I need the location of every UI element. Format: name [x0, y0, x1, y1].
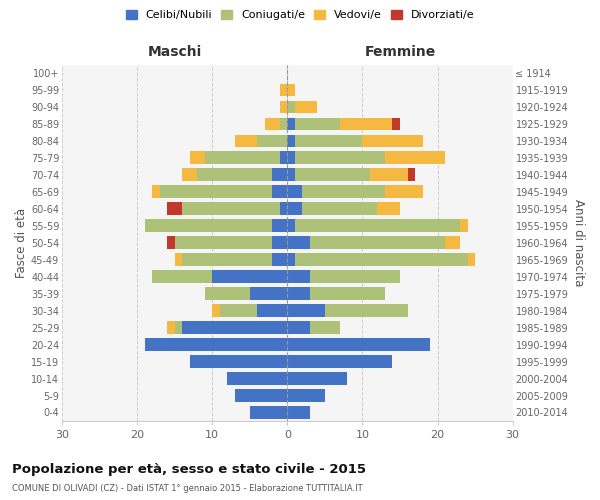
Bar [310, 270, 400, 283]
Bar [295, 118, 340, 130]
Bar [182, 321, 287, 334]
Bar [257, 304, 287, 317]
Bar [287, 355, 392, 368]
Bar [257, 134, 287, 147]
Bar [302, 202, 377, 215]
Text: Maschi: Maschi [148, 46, 202, 60]
Bar [370, 168, 407, 181]
Bar [152, 270, 212, 283]
Bar [212, 304, 220, 317]
Legend: Celibi/Nubili, Coniugati/e, Vedovi/e, Divorziati/e: Celibi/Nubili, Coniugati/e, Vedovi/e, Di… [121, 6, 479, 25]
Bar [227, 372, 287, 385]
Bar [295, 134, 362, 147]
Bar [167, 321, 175, 334]
Bar [265, 118, 280, 130]
Bar [287, 288, 310, 300]
Bar [220, 304, 257, 317]
Bar [287, 152, 295, 164]
Bar [310, 321, 340, 334]
Bar [385, 152, 445, 164]
Bar [287, 304, 325, 317]
Bar [280, 84, 287, 96]
Bar [205, 152, 280, 164]
Bar [197, 168, 272, 181]
Bar [250, 288, 287, 300]
Bar [287, 338, 430, 351]
Bar [287, 202, 302, 215]
Bar [287, 372, 347, 385]
Bar [310, 288, 385, 300]
Bar [280, 202, 287, 215]
Bar [182, 254, 272, 266]
Y-axis label: Fasce di età: Fasce di età [15, 208, 28, 278]
Bar [167, 236, 175, 249]
Bar [362, 134, 422, 147]
Bar [467, 254, 475, 266]
Text: Femmine: Femmine [364, 46, 436, 60]
Bar [287, 134, 295, 147]
Bar [287, 84, 295, 96]
Bar [325, 304, 407, 317]
Bar [182, 168, 197, 181]
Bar [295, 152, 385, 164]
Bar [235, 389, 287, 402]
Bar [407, 168, 415, 181]
Bar [190, 355, 287, 368]
Bar [287, 168, 295, 181]
Bar [287, 389, 325, 402]
Text: Popolazione per età, sesso e stato civile - 2015: Popolazione per età, sesso e stato civil… [12, 462, 366, 475]
Bar [302, 186, 385, 198]
Bar [280, 152, 287, 164]
Bar [145, 338, 287, 351]
Bar [287, 118, 295, 130]
Bar [385, 186, 422, 198]
Bar [235, 134, 257, 147]
Bar [287, 220, 295, 232]
Bar [295, 220, 460, 232]
Bar [287, 321, 310, 334]
Bar [272, 220, 287, 232]
Bar [377, 202, 400, 215]
Bar [145, 220, 272, 232]
Bar [287, 254, 295, 266]
Text: COMUNE DI OLIVADI (CZ) - Dati ISTAT 1° gennaio 2015 - Elaborazione TUTTITALIA.IT: COMUNE DI OLIVADI (CZ) - Dati ISTAT 1° g… [12, 484, 362, 493]
Bar [287, 100, 295, 114]
Bar [287, 406, 310, 419]
Bar [445, 236, 460, 249]
Bar [160, 186, 272, 198]
Bar [287, 236, 310, 249]
Bar [310, 236, 445, 249]
Bar [287, 270, 310, 283]
Bar [272, 236, 287, 249]
Bar [175, 236, 272, 249]
Bar [295, 100, 317, 114]
Bar [287, 186, 302, 198]
Bar [272, 186, 287, 198]
Bar [280, 100, 287, 114]
Bar [295, 168, 370, 181]
Bar [295, 254, 467, 266]
Bar [205, 288, 250, 300]
Bar [460, 220, 467, 232]
Bar [190, 152, 205, 164]
Bar [167, 202, 182, 215]
Bar [280, 118, 287, 130]
Bar [182, 202, 280, 215]
Bar [152, 186, 160, 198]
Bar [272, 168, 287, 181]
Bar [272, 254, 287, 266]
Bar [175, 321, 182, 334]
Bar [392, 118, 400, 130]
Bar [340, 118, 392, 130]
Bar [250, 406, 287, 419]
Y-axis label: Anni di nascita: Anni di nascita [572, 199, 585, 286]
Bar [175, 254, 182, 266]
Bar [212, 270, 287, 283]
